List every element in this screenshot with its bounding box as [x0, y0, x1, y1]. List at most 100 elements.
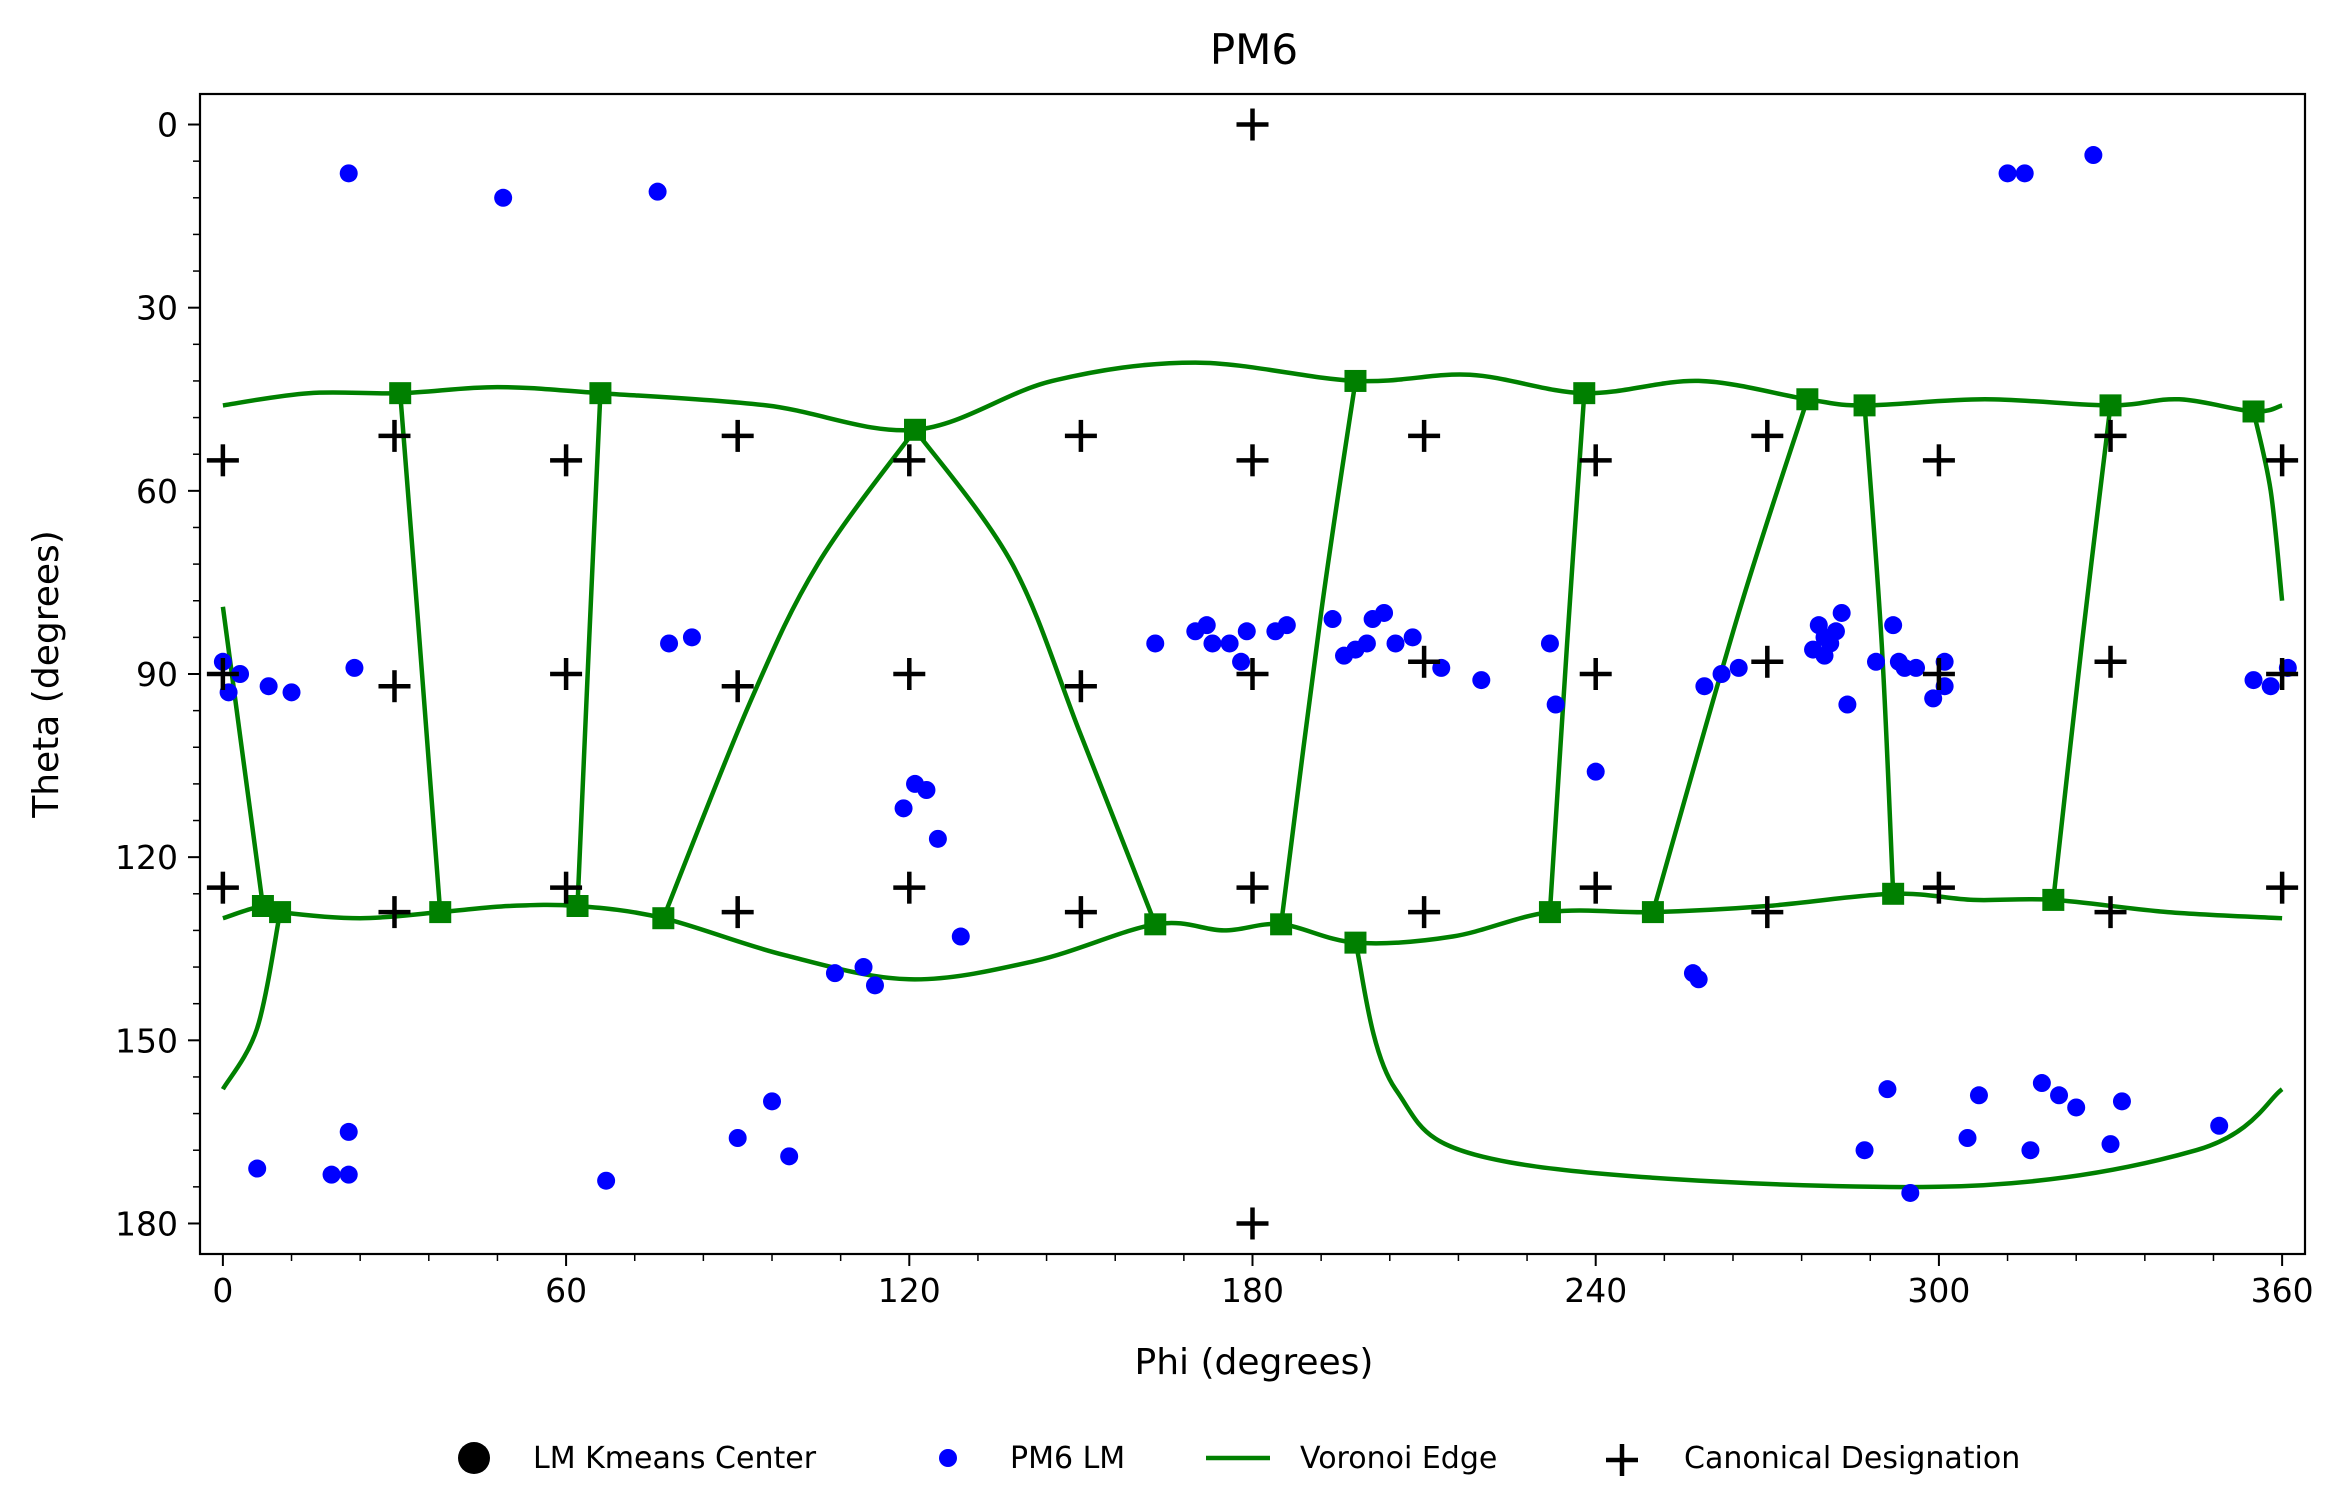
lm-point: [231, 665, 250, 683]
canonical-marker: [721, 670, 754, 703]
legend-label-voronoi-edge: Voronoi Edge: [1300, 1441, 1497, 1476]
lm-point: [1907, 658, 1926, 677]
x-axis-label: Phi (degrees): [1135, 1342, 1374, 1383]
lm-point: [2032, 1074, 2051, 1093]
lm-point: [2050, 1086, 2069, 1105]
lm-point: [259, 677, 278, 696]
lm-point: [1357, 634, 1376, 653]
voronoi-vertex: [1853, 394, 1876, 417]
canonical-marker: [2266, 871, 2299, 904]
canonical-marker: [550, 871, 583, 904]
canonical-marker: [2266, 658, 2299, 690]
legend-label-kmeans-center: LM Kmeans Center: [533, 1441, 817, 1476]
lm-point: [1323, 610, 1342, 629]
lm-point: [2021, 1141, 2040, 1160]
lm-point: [1712, 665, 1731, 683]
y-tick-label: 180: [115, 1204, 178, 1243]
voronoi-vertex: [1270, 913, 1293, 936]
voronoi-vertex: [2242, 400, 2265, 423]
lm-point: [1237, 622, 1256, 641]
voronoi-edge: [913, 428, 1158, 926]
lm-point: [345, 658, 364, 677]
voronoi-vertex: [2099, 394, 2122, 417]
lm-point: [1386, 634, 1405, 653]
voronoi-edge: [1353, 942, 2284, 1190]
voronoi-vertex: [904, 418, 927, 441]
canonical-marker: [2094, 645, 2127, 678]
x-tick-label: 360: [2251, 1271, 2314, 1310]
canonical-marker: [893, 444, 926, 477]
legend: LM Kmeans Center PM6 LM Voronoi Edge Can…: [458, 1441, 2020, 1476]
voronoi-vertex: [652, 907, 675, 930]
lm-point: [597, 1171, 616, 1190]
voronoi-vertex: [1344, 369, 1367, 392]
canonical-marker: [378, 896, 411, 929]
lm-point: [763, 1092, 782, 1111]
lm-point: [1146, 634, 1165, 653]
lm-point: [2261, 677, 2280, 696]
lm-point: [1689, 970, 1708, 989]
voronoi-vertex: [389, 382, 412, 405]
x-tick-label: 300: [1907, 1271, 1970, 1310]
y-tick-label: 0: [157, 106, 178, 145]
voronoi-edge: [575, 393, 603, 907]
voronoi-vertex: [1882, 882, 1905, 905]
canonical-marker: [1236, 658, 1269, 690]
lm-point: [1586, 762, 1605, 781]
y-tick-label: 150: [115, 1021, 178, 1060]
voronoi-vertex: [1573, 382, 1596, 405]
canonical-marker: [1922, 444, 1955, 477]
voronoi-vertex: [251, 895, 274, 917]
canonical-marker: [1579, 871, 1612, 904]
legend-marker-kmeans-center: [458, 1442, 490, 1474]
canonical-marker: [550, 658, 583, 690]
lm-point: [1878, 1080, 1897, 1099]
canonical-marker: [378, 419, 411, 452]
lm-point: [322, 1165, 341, 1184]
x-axis-ticks: 0 60 120 180 240 300 360: [212, 1254, 2314, 1310]
voronoi-edge: [220, 911, 283, 1091]
canonical-marker: [1236, 108, 1269, 141]
canonical-marker: [721, 896, 754, 929]
lm-point: [2015, 164, 2034, 183]
lm-point: [1403, 628, 1422, 647]
lm-point: [1729, 658, 1748, 677]
canonical-marker: [1751, 419, 1784, 452]
canonical-marker: [1236, 1207, 1269, 1240]
voronoi-edge: [1278, 380, 1358, 925]
x-tick-label: 180: [1221, 1271, 1284, 1310]
lm-point: [1884, 616, 1903, 635]
lm-point: [248, 1159, 267, 1178]
canonical-marker: [893, 871, 926, 904]
y-tick-label: 30: [136, 289, 178, 328]
canonical-marker: [721, 419, 754, 452]
lm-point: [2084, 146, 2103, 165]
canonical-marker: [1064, 419, 1097, 452]
canonical-marker: [1751, 896, 1784, 929]
y-axis-label: Theta (degrees): [26, 530, 67, 819]
canonical-marker: [1408, 645, 1441, 678]
lm-point: [2112, 1092, 2131, 1111]
lm-point: [1969, 1086, 1988, 1105]
x-tick-label: 120: [878, 1271, 941, 1310]
canonical-marker: [2094, 896, 2127, 929]
chart-title: PM6: [1210, 25, 1298, 74]
canonical-marker: [1236, 871, 1269, 904]
voronoi-vertex: [429, 901, 452, 924]
canonical-marker: [206, 658, 239, 690]
lm-point: [2067, 1098, 2086, 1117]
lm-point: [1472, 671, 1491, 690]
lm-point: [1232, 652, 1251, 671]
lm-point: [917, 781, 936, 799]
legend-marker-pm6-lm: [939, 1449, 957, 1467]
voronoi-edge: [2051, 405, 2113, 901]
lm-point: [2244, 671, 2263, 690]
lm-point: [682, 628, 701, 647]
lm-point: [2101, 1135, 2120, 1154]
voronoi-vertex: [589, 382, 612, 405]
lm-point: [660, 634, 679, 653]
lm-point: [1220, 634, 1239, 653]
lm-point: [1901, 1183, 1920, 1202]
lm-point: [1958, 1129, 1977, 1147]
